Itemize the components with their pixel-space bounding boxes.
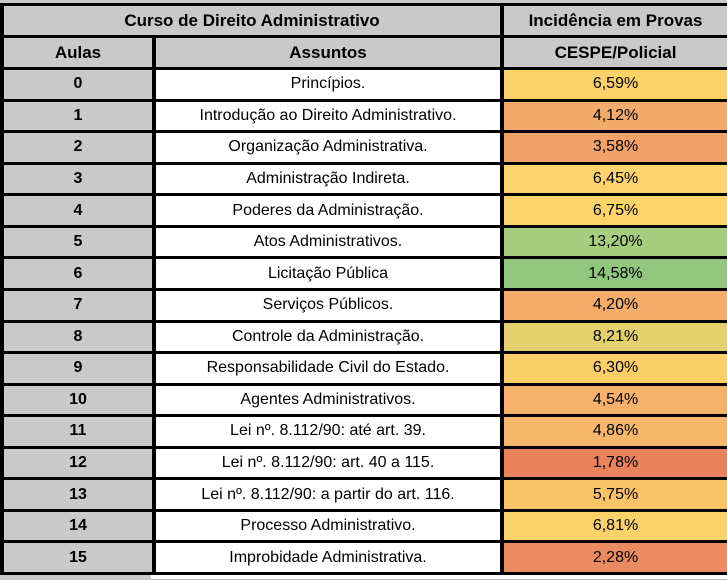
table-row: 0 Princípios. 6,59%: [0, 67, 727, 102]
col-header-cespe-policial: CESPE/Policial: [500, 35, 727, 70]
aula-cell: 7: [0, 287, 156, 323]
aula-cell: 12: [0, 445, 156, 481]
incidencia-cell: 6,30%: [500, 351, 727, 386]
table-row: 6 Licitação Pública 14,58%: [0, 256, 727, 291]
assunto-cell: Princípios.: [151, 67, 505, 102]
table-row: 13 Lei nº. 8.112/90: a partir do art. 11…: [0, 477, 727, 512]
incidencia-cell: 4,20%: [500, 287, 727, 323]
incidencia-cell: 2,28%: [500, 540, 727, 575]
incidencia-cell: 6,75%: [500, 193, 727, 228]
aula-cell: 15: [0, 540, 156, 575]
incidencia-cell: 6,81%: [500, 508, 727, 544]
aula-cell: 1: [0, 98, 156, 134]
assunto-cell: Serviços Públicos.: [151, 287, 505, 323]
bottom-edge-sliver: [0, 575, 727, 580]
assunto-cell: Poderes da Administração.: [151, 193, 505, 228]
incidencia-cell: 6,45%: [500, 161, 727, 197]
table-row: 7 Serviços Públicos. 4,20%: [0, 287, 727, 323]
table-title: Curso de Direito Administrativo: [0, 3, 505, 38]
aula-cell: 6: [0, 256, 156, 291]
table-row: 10 Agentes Administrativos. 4,54%: [0, 382, 727, 418]
assunto-cell: Administração Indireta.: [151, 161, 505, 197]
assunto-cell: Lei nº. 8.112/90: a partir do art. 116.: [151, 477, 505, 512]
aula-cell: 3: [0, 161, 156, 197]
incidencia-cell: 3,58%: [500, 130, 727, 165]
title-row: Curso de Direito Administrativo Incidênc…: [0, 3, 727, 38]
assunto-cell: Responsabilidade Civil do Estado.: [151, 351, 505, 386]
incidencia-cell: 5,75%: [500, 477, 727, 512]
assunto-cell: Agentes Administrativos.: [151, 382, 505, 418]
table-row: 12 Lei nº. 8.112/90: art. 40 a 115. 1,78…: [0, 445, 727, 481]
aula-cell: 8: [0, 319, 156, 355]
column-header-row: Aulas Assuntos CESPE/Policial: [0, 35, 727, 70]
incidencia-cell: 4,54%: [500, 382, 727, 418]
table-row: 3 Administração Indireta. 6,45%: [0, 161, 727, 197]
assunto-cell: Lei nº. 8.112/90: art. 40 a 115.: [151, 445, 505, 481]
aula-cell: 13: [0, 477, 156, 512]
incidence-title: Incidência em Provas: [500, 3, 727, 38]
bottom-right-sliver: [151, 575, 727, 580]
top-edge-sliver: [0, 0, 727, 3]
aula-cell: 14: [0, 508, 156, 544]
incidence-table: Curso de Direito Administrativo Incidênc…: [0, 3, 727, 575]
incidencia-cell: 6,59%: [500, 67, 727, 102]
col-header-assuntos: Assuntos: [151, 35, 505, 70]
incidencia-cell: 13,20%: [500, 224, 727, 260]
assunto-cell: Atos Administrativos.: [151, 224, 505, 260]
assunto-cell: Processo Administrativo.: [151, 508, 505, 544]
table-row: 11 Lei nº. 8.112/90: até art. 39. 4,86%: [0, 414, 727, 449]
aula-cell: 2: [0, 130, 156, 165]
aula-cell: 5: [0, 224, 156, 260]
table-row: 4 Poderes da Administração. 6,75%: [0, 193, 727, 228]
assunto-cell: Organização Administrativa.: [151, 130, 505, 165]
aula-cell: 10: [0, 382, 156, 418]
table-row: 14 Processo Administrativo. 6,81%: [0, 508, 727, 544]
assunto-cell: Improbidade Administrativa.: [151, 540, 505, 575]
table-row: 5 Atos Administrativos. 13,20%: [0, 224, 727, 260]
assunto-cell: Lei nº. 8.112/90: até art. 39.: [151, 414, 505, 449]
incidencia-cell: 4,86%: [500, 414, 727, 449]
assunto-cell: Controle da Administração.: [151, 319, 505, 355]
table-row: 8 Controle da Administração. 8,21%: [0, 319, 727, 355]
assunto-cell: Introdução ao Direito Administrativo.: [151, 98, 505, 134]
aula-cell: 0: [0, 67, 156, 102]
bottom-left-cell-sliver: [0, 575, 151, 580]
aula-cell: 9: [0, 351, 156, 386]
table-row: 9 Responsabilidade Civil do Estado. 6,30…: [0, 351, 727, 386]
table-row: 2 Organização Administrativa. 3,58%: [0, 130, 727, 165]
incidencia-cell: 8,21%: [500, 319, 727, 355]
incidencia-cell: 4,12%: [500, 98, 727, 134]
aula-cell: 4: [0, 193, 156, 228]
table-row: 15 Improbidade Administrativa. 2,28%: [0, 540, 727, 575]
incidencia-cell: 14,58%: [500, 256, 727, 291]
aula-cell: 11: [0, 414, 156, 449]
table-row: 1 Introdução ao Direito Administrativo. …: [0, 98, 727, 134]
incidencia-cell: 1,78%: [500, 445, 727, 481]
col-header-aulas: Aulas: [0, 35, 156, 70]
assunto-cell: Licitação Pública: [151, 256, 505, 291]
